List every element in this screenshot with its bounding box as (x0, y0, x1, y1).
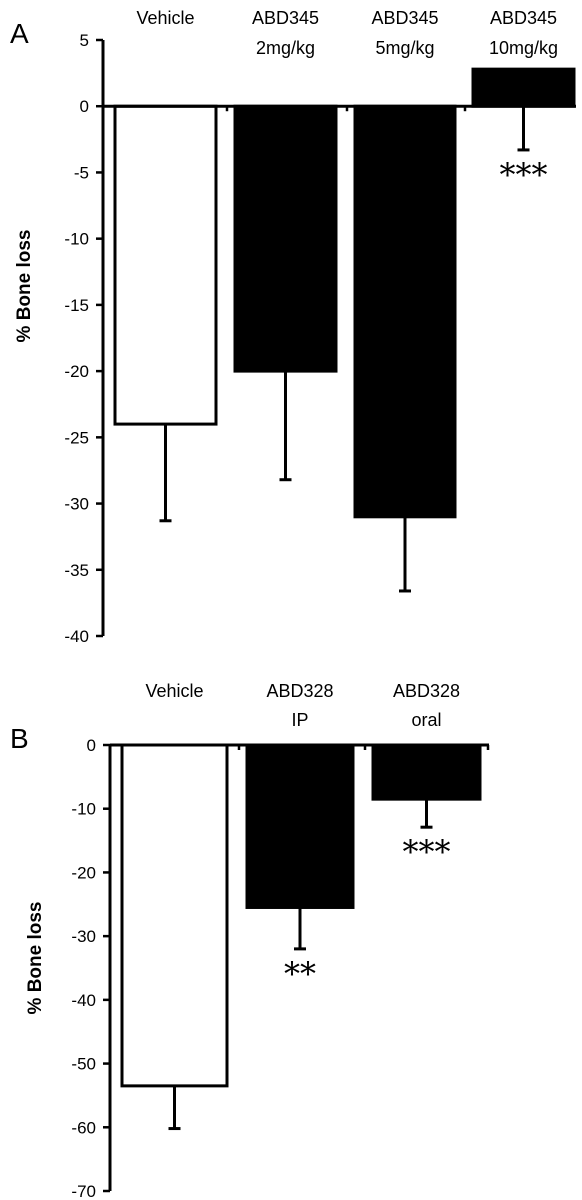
y-tick-label: -10 (64, 230, 89, 249)
y-tick-label: -30 (71, 927, 96, 946)
y-tick-label: -60 (71, 1118, 96, 1137)
y-axis-title: % Bone loss (14, 230, 35, 343)
y-tick-label: -35 (64, 561, 89, 580)
category-label: ABD328 (393, 681, 460, 701)
significance-marker: ** (284, 955, 316, 993)
bar (120, 743, 229, 1088)
y-tick-label: -30 (64, 495, 89, 514)
y-tick-label: 5 (80, 31, 89, 50)
panel-a-chart: A % Bone loss 5 0 -5 -10 -15 -20 -25 -30 -35 -40 ***… (10, 8, 576, 646)
panel-b-chart: B% Bone loss0-10-20-30-40-50-60-70*****V… (10, 681, 490, 1200)
y-tick-label: -40 (64, 627, 89, 646)
y-tick-label: -20 (64, 362, 89, 381)
y-tick-label: -40 (71, 991, 96, 1010)
y-tick-label: -5 (74, 163, 89, 182)
category-label: 5mg/kg (375, 38, 434, 58)
category-label: ABD345 (490, 8, 557, 28)
category-label: oral (411, 710, 441, 730)
bar (353, 104, 457, 519)
bar (113, 104, 218, 426)
y-tick-label: 0 (80, 97, 89, 116)
bar (245, 743, 355, 909)
y-tick-label: -10 (71, 800, 96, 819)
y-axis-title: % Bone loss (25, 902, 46, 1015)
panel-label: A (10, 18, 29, 49)
category-label: 10mg/kg (489, 38, 558, 58)
significance-marker: *** (500, 156, 548, 194)
y-tick-label: -70 (71, 1182, 96, 1200)
y-tick-label: 0 (87, 736, 96, 755)
bar (233, 104, 338, 373)
panel-label: B (10, 723, 29, 754)
y-tick-label: -25 (64, 428, 89, 447)
category-label: ABD328 (266, 681, 333, 701)
bar (371, 743, 482, 801)
category-label: ABD345 (252, 8, 319, 28)
y-tick-label: -20 (71, 863, 96, 882)
category-label: ABD345 (371, 8, 438, 28)
category-label: Vehicle (136, 8, 194, 28)
significance-marker: *** (403, 833, 451, 871)
category-label: IP (291, 710, 308, 730)
y-tick-label: -15 (64, 296, 89, 315)
category-label: 2mg/kg (256, 38, 315, 58)
y-tick-label: -50 (71, 1055, 96, 1074)
category-label: Vehicle (145, 681, 203, 701)
